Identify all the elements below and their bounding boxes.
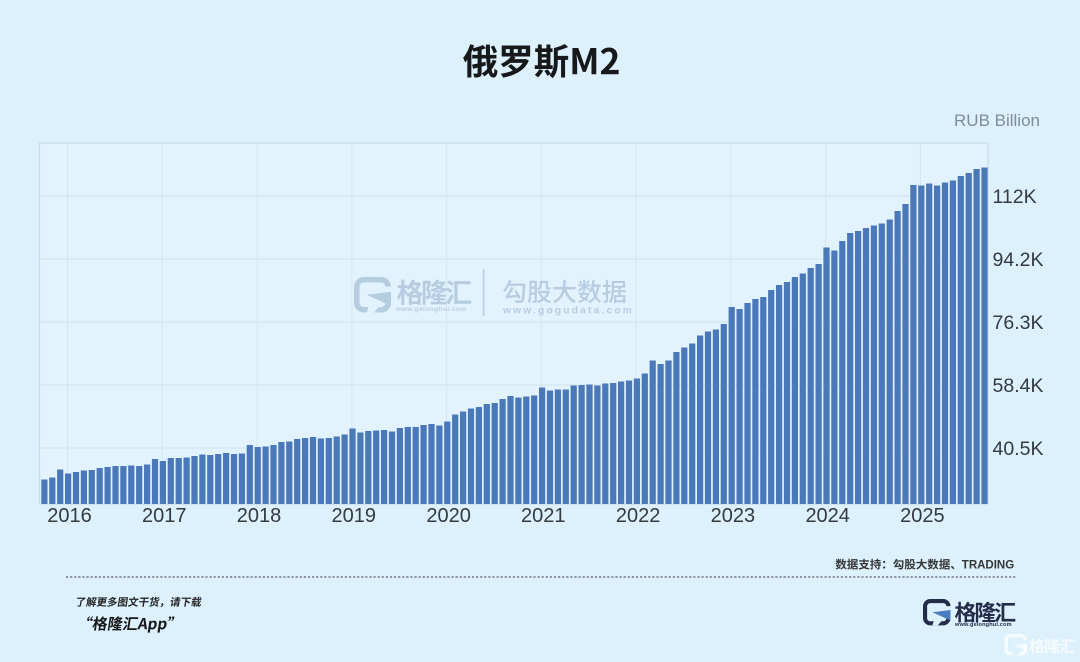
svg-text:2023: 2023	[711, 505, 756, 527]
svg-text:2022: 2022	[616, 505, 661, 527]
svg-text:2016: 2016	[47, 505, 92, 527]
svg-text:www.gelonghui.com: www.gelonghui.com	[395, 306, 467, 313]
svg-text:2020: 2020	[426, 505, 471, 527]
svg-text:112K: 112K	[993, 186, 1037, 208]
svg-text:RUB Billion: RUB Billion	[954, 111, 1040, 130]
svg-text:2024: 2024	[805, 505, 850, 527]
svg-text:2025: 2025	[900, 505, 945, 527]
svg-text:2017: 2017	[142, 505, 187, 527]
svg-text:40.5K: 40.5K	[993, 438, 1044, 460]
svg-text:58.4K: 58.4K	[993, 375, 1044, 397]
svg-text:76.3K: 76.3K	[993, 312, 1044, 334]
svg-text:www.gelonghui.com: www.gelonghui.com	[954, 622, 1012, 628]
svg-text:94.2K: 94.2K	[993, 249, 1044, 271]
svg-text:TRADING: TRADING	[962, 560, 1014, 572]
svg-text:2021: 2021	[521, 505, 566, 527]
svg-text:2019: 2019	[332, 505, 377, 527]
svg-text:2018: 2018	[237, 505, 282, 527]
svg-text:www.gogudata.com: www.gogudata.com	[502, 306, 634, 317]
